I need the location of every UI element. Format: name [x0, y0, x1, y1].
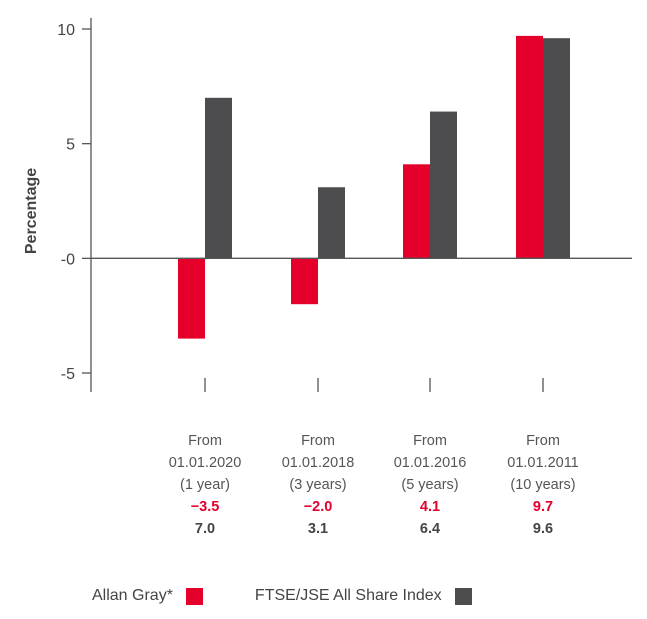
bar-ftse-jse-2: [430, 111, 457, 259]
value-label-ftse-jse-1: 3.1: [308, 521, 328, 537]
bar-allan-gray-3: [516, 35, 543, 259]
legend-item-ftse-jse: FTSE/JSE All Share Index: [255, 587, 472, 605]
category-label-1-line-2: (3 years): [289, 477, 346, 493]
bar-ftse-jse-1: [318, 187, 345, 259]
legend-label-ftse-jse: FTSE/JSE All Share Index: [254, 587, 442, 604]
category-label-0-line-2: (1 year): [180, 477, 230, 493]
category-label-0-line-0: From: [188, 433, 222, 449]
legend-label-allan-gray: Allan Gray*: [92, 587, 173, 604]
y-tick-label-0: 10: [57, 22, 75, 39]
category-label-3-line-2: (10 years): [510, 477, 575, 493]
category-label-2-line-0: From: [413, 433, 447, 449]
value-label-ftse-jse-0: 7.0: [195, 521, 215, 537]
category-label-1-line-0: From: [301, 433, 335, 449]
value-label-ftse-jse-2: 6.4: [420, 521, 440, 537]
value-label-allan-gray-2: 4.1: [420, 499, 440, 515]
bar-ftse-jse-0: [205, 97, 232, 259]
y-tick-label-2: -0: [61, 251, 75, 268]
bar-allan-gray-1: [291, 258, 318, 305]
y-axis-title: Percentage: [23, 168, 40, 254]
category-label-2-line-2: (5 years): [401, 477, 458, 493]
value-label-ftse-jse-3: 9.6: [533, 521, 553, 537]
y-tick-label-3: -5: [61, 366, 75, 383]
value-label-allan-gray-3: 9.7: [533, 499, 553, 515]
bar-allan-gray-2: [403, 164, 430, 259]
category-label-1-line-1: 01.01.2018: [282, 455, 355, 471]
legend-swatch-ftse-jse: [454, 587, 472, 605]
category-label-3-line-1: 01.01.2011: [507, 455, 579, 471]
category-label-3-line-0: From: [526, 433, 560, 449]
value-label-allan-gray-0: −3.5: [191, 499, 220, 515]
value-label-allan-gray-1: −2.0: [304, 499, 333, 515]
legend: Allan Gray* FTSE/JSE All Share Index: [92, 587, 524, 605]
bar-ftse-jse-3: [543, 38, 570, 259]
bar-chart: 10 5 -0 -5 Percentage From 01.01.2020 (1 year) −…: [23, 18, 632, 537]
legend-swatch-allan-gray: [185, 587, 203, 605]
category-label-2-line-1: 01.01.2016: [394, 455, 467, 471]
legend-item-allan-gray: Allan Gray*: [92, 587, 203, 605]
bar-allan-gray-0: [178, 258, 205, 339]
category-label-0-line-1: 01.01.2020: [169, 455, 242, 471]
y-tick-label-1: 5: [66, 137, 75, 154]
